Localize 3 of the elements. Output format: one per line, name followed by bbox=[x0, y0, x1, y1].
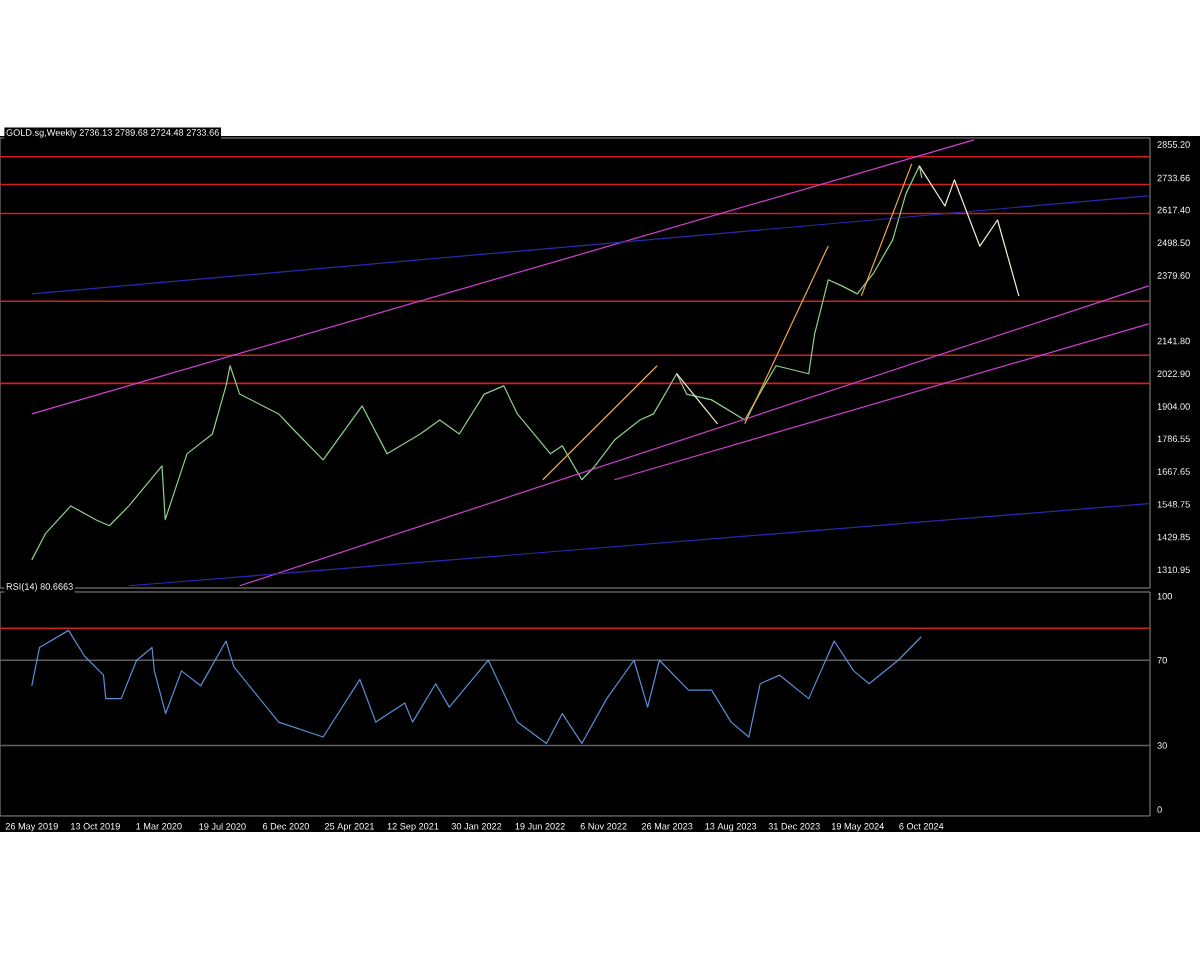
line-series bbox=[918, 165, 1020, 297]
line-series bbox=[31, 165, 923, 561]
line-series bbox=[31, 629, 922, 745]
